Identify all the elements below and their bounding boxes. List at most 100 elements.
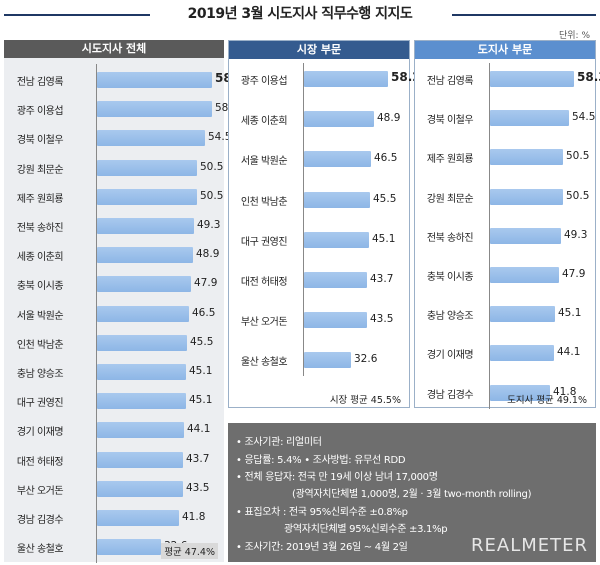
info-line-respondents: • 전체 응답자: 전국 만 19세 이상 남녀 17,000명 [236,468,438,483]
average-label: 도지사 평균 49.1% [507,392,587,406]
category-label: 전남 김영록 [8,73,72,88]
info-line-error: • 표집오차 : 전국 95%신뢰수준 ±0.8%p [236,503,408,518]
category-label: 광주 이용섭 [8,102,72,117]
value-label: 47.9 [562,268,585,280]
panel-header: 도지사 부문 [415,41,595,59]
category-label: 인천 박남춘 [233,193,295,208]
category-label: 경북 이철우 [8,131,72,146]
category-label: 전북 송하진 [419,229,481,244]
value-label: 43.7 [370,273,393,285]
average-label: 평균 47.4% [161,543,218,559]
category-label: 제주 원희룡 [8,190,72,205]
title-line-left [4,14,150,16]
info-line-agency: • 조사기관: 리얼미터 [236,433,322,448]
category-label: 충남 양승조 [419,307,481,322]
value-label: 43.7 [186,453,209,465]
value-label: 43.5 [186,482,209,494]
realmeter-logo: REALMETER [471,535,588,556]
category-label: 서울 박원순 [8,307,72,322]
data-bar [97,189,197,205]
value-label: 46.5 [374,152,397,164]
value-label: 50.5 [566,190,589,202]
value-label: 48.9 [377,112,400,124]
data-bar [97,510,179,526]
data-bar [304,312,367,328]
value-label: 54.5 [572,111,595,123]
value-label: 45.1 [189,394,212,406]
value-label: 45.1 [189,365,212,377]
value-label: 49.3 [564,229,587,241]
data-bar [490,149,563,165]
category-label: 경남 김경수 [8,511,72,526]
data-bar [490,71,574,87]
value-label: 50.5 [200,190,223,202]
category-label: 대전 허태정 [8,453,72,468]
category-label: 강원 최문순 [8,161,72,176]
value-label: 44.1 [557,346,580,358]
data-bar [490,228,561,244]
category-label: 제주 원희룡 [419,150,481,165]
data-bar [490,345,554,361]
category-label: 전남 김영록 [419,72,481,87]
value-label: 47.9 [194,277,217,289]
category-label: 광주 이용섭 [233,72,295,87]
info-line-period: • 조사기간: 2019년 3월 26일 ~ 4월 2일 [236,538,408,553]
data-bar [97,72,212,88]
data-bar [304,272,367,288]
value-label: 58.3 [577,70,600,84]
data-bar [304,71,388,87]
value-label: 45.5 [190,336,213,348]
survey-info-box: • 조사기관: 리얼미터 • 응답률: 5.4% • 조사방법: 유무선 RDD… [228,423,596,562]
data-bar [97,247,193,263]
category-label: 경기 이재명 [8,423,72,438]
panel-header: 시도지사 전체 [4,40,224,58]
value-label: 43.5 [370,313,393,325]
data-bar [97,218,194,234]
category-label: 세종 이춘희 [8,248,72,263]
data-bar [490,189,563,205]
category-label: 부산 오거돈 [233,313,295,328]
data-bar [304,232,369,248]
category-label: 세종 이춘희 [233,112,295,127]
category-label: 대구 권영진 [233,233,295,248]
data-bar [97,422,184,438]
data-bar [490,267,559,283]
axis-line [303,63,304,376]
data-bar [490,306,555,322]
category-label: 경남 김경수 [419,386,481,401]
value-label: 41.8 [182,511,205,523]
category-label: 대구 권영진 [8,394,72,409]
value-label: 49.3 [197,219,220,231]
data-bar [97,393,186,409]
category-label: 전북 송하진 [8,219,72,234]
data-bar [490,110,569,126]
category-label: 인천 박남춘 [8,336,72,351]
value-label: 46.5 [192,307,215,319]
data-bar [304,111,374,127]
data-bar [97,276,191,292]
page-title-text: 2019년 3월 시도지사 직무수행 지지도 [188,6,413,22]
data-bar [97,452,183,468]
category-label: 충남 양승조 [8,365,72,380]
info-line-response: • 응답률: 5.4% • 조사방법: 유무선 RDD [236,451,405,466]
value-label: 45.1 [372,233,395,245]
panel-header: 시장 부문 [229,41,409,59]
data-bar [97,101,212,117]
info-line-respondents-detail: (광역자치단체별 1,000명, 2월 · 3월 two-month rolli… [292,485,531,500]
value-label: 50.5 [200,161,223,173]
data-bar [304,151,371,167]
category-label: 경기 이재명 [419,346,481,361]
category-label: 서울 박원순 [233,152,295,167]
value-label: 50.5 [566,150,589,162]
average-label: 시장 평균 45.5% [330,392,401,406]
info-line-error-regional: 광역자치단체별 95%신뢰수준 ±3.1%p [284,520,447,535]
category-label: 울산 송철호 [233,353,295,368]
value-label: 44.1 [187,423,210,435]
category-label: 경북 이철우 [419,111,481,126]
title-line-right [452,14,596,16]
data-bar [97,364,186,380]
category-label: 강원 최문순 [419,190,481,205]
data-bar [97,130,205,146]
data-bar [97,539,161,555]
